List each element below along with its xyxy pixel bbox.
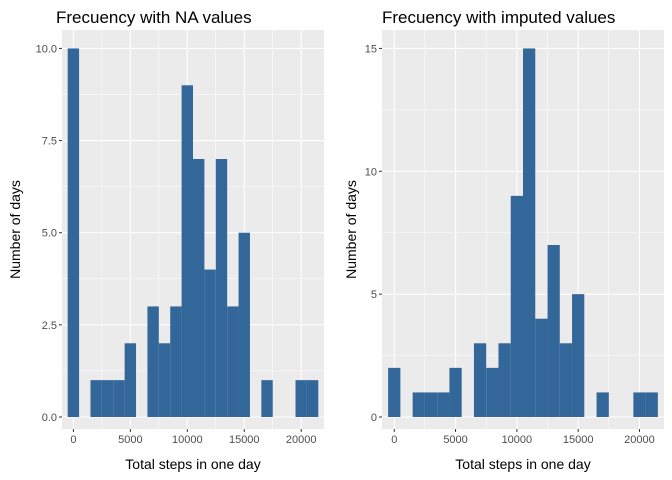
histogram-bar bbox=[158, 343, 171, 417]
y-tick-label: 5.0 bbox=[42, 228, 57, 240]
y-tick-label: 0 bbox=[371, 412, 377, 424]
x-tick-label: 5000 bbox=[443, 434, 467, 446]
x-axis-label: Total steps in one day bbox=[125, 456, 260, 472]
histogram-bar bbox=[535, 318, 548, 417]
x-tick-label: 0 bbox=[391, 434, 397, 446]
histogram-bars bbox=[67, 48, 319, 418]
x-tick-label: 15000 bbox=[563, 434, 594, 446]
chart-title: Frecuency with NA values bbox=[56, 8, 252, 27]
histogram-bar bbox=[498, 343, 511, 417]
histogram-bar bbox=[113, 380, 125, 417]
histogram-bar bbox=[596, 392, 609, 417]
histogram-bar bbox=[170, 306, 182, 417]
histogram-bar bbox=[645, 392, 658, 417]
histogram-bar bbox=[67, 48, 80, 418]
histogram-bar bbox=[124, 343, 137, 417]
x-tick-label: 5000 bbox=[118, 434, 142, 446]
x-tick-label: 0 bbox=[70, 434, 76, 446]
histogram-bar bbox=[559, 343, 573, 417]
histogram-bar bbox=[473, 343, 487, 417]
histogram-bar bbox=[147, 306, 159, 417]
y-tick-label: 7.5 bbox=[42, 136, 57, 148]
histogram-bar bbox=[633, 392, 646, 417]
chart-na-values: Frecuency with NA values 0 5000 10000 15000… bbox=[7, 8, 324, 472]
y-tick-label: 5 bbox=[371, 289, 377, 301]
histogram-bar bbox=[204, 269, 216, 417]
histogram-bar bbox=[388, 367, 401, 417]
histogram-bar bbox=[437, 392, 450, 417]
x-tick-label: 15000 bbox=[229, 434, 260, 446]
chart-title: Frecuency with imputed values bbox=[382, 8, 615, 27]
x-tick-label: 20000 bbox=[624, 434, 655, 446]
histogram-bar bbox=[547, 245, 560, 417]
x-tick-label: 10000 bbox=[172, 434, 203, 446]
x-axis-label: Total steps in one day bbox=[455, 456, 590, 472]
histogram-bar bbox=[572, 294, 585, 417]
histogram-bar bbox=[523, 48, 536, 418]
histogram-bar bbox=[306, 380, 319, 417]
histogram-bar bbox=[181, 85, 193, 418]
chart-imputed-values: Frecuency with imputed values 0 5000 10000… bbox=[343, 8, 664, 472]
histogram-bar bbox=[510, 195, 523, 417]
histogram-bar bbox=[193, 159, 205, 417]
histogram-bar bbox=[215, 159, 228, 417]
axis-ticks: 0 5000 10000 15000 20000 0 5 10 15 bbox=[365, 43, 655, 446]
y-tick-label: 10.0 bbox=[36, 43, 57, 55]
histogram-bar bbox=[238, 232, 250, 417]
x-tick-label: 10000 bbox=[502, 434, 533, 446]
y-tick-label: 10 bbox=[365, 166, 377, 178]
histogram-bar bbox=[295, 380, 307, 417]
histogram-bar bbox=[261, 380, 273, 417]
histogram-bar bbox=[424, 392, 438, 417]
y-axis-label: Number of days bbox=[7, 180, 23, 279]
histogram-bar bbox=[227, 306, 239, 417]
y-axis-label: Number of days bbox=[343, 180, 359, 279]
histogram-bar bbox=[90, 380, 102, 417]
y-tick-label: 0.0 bbox=[42, 412, 57, 424]
axis-ticks: 0 5000 10000 15000 20000 0.0 2.5 5.0 7.5 10.0 bbox=[36, 43, 317, 446]
histogram-bar bbox=[101, 380, 114, 417]
y-tick-label: 15 bbox=[365, 43, 377, 55]
histogram-bar bbox=[449, 367, 462, 417]
histogram-bar bbox=[486, 367, 499, 417]
histogram-bar bbox=[412, 392, 425, 417]
x-tick-label: 20000 bbox=[286, 434, 317, 446]
y-tick-label: 2.5 bbox=[42, 320, 57, 332]
histogram-bars bbox=[388, 48, 658, 418]
